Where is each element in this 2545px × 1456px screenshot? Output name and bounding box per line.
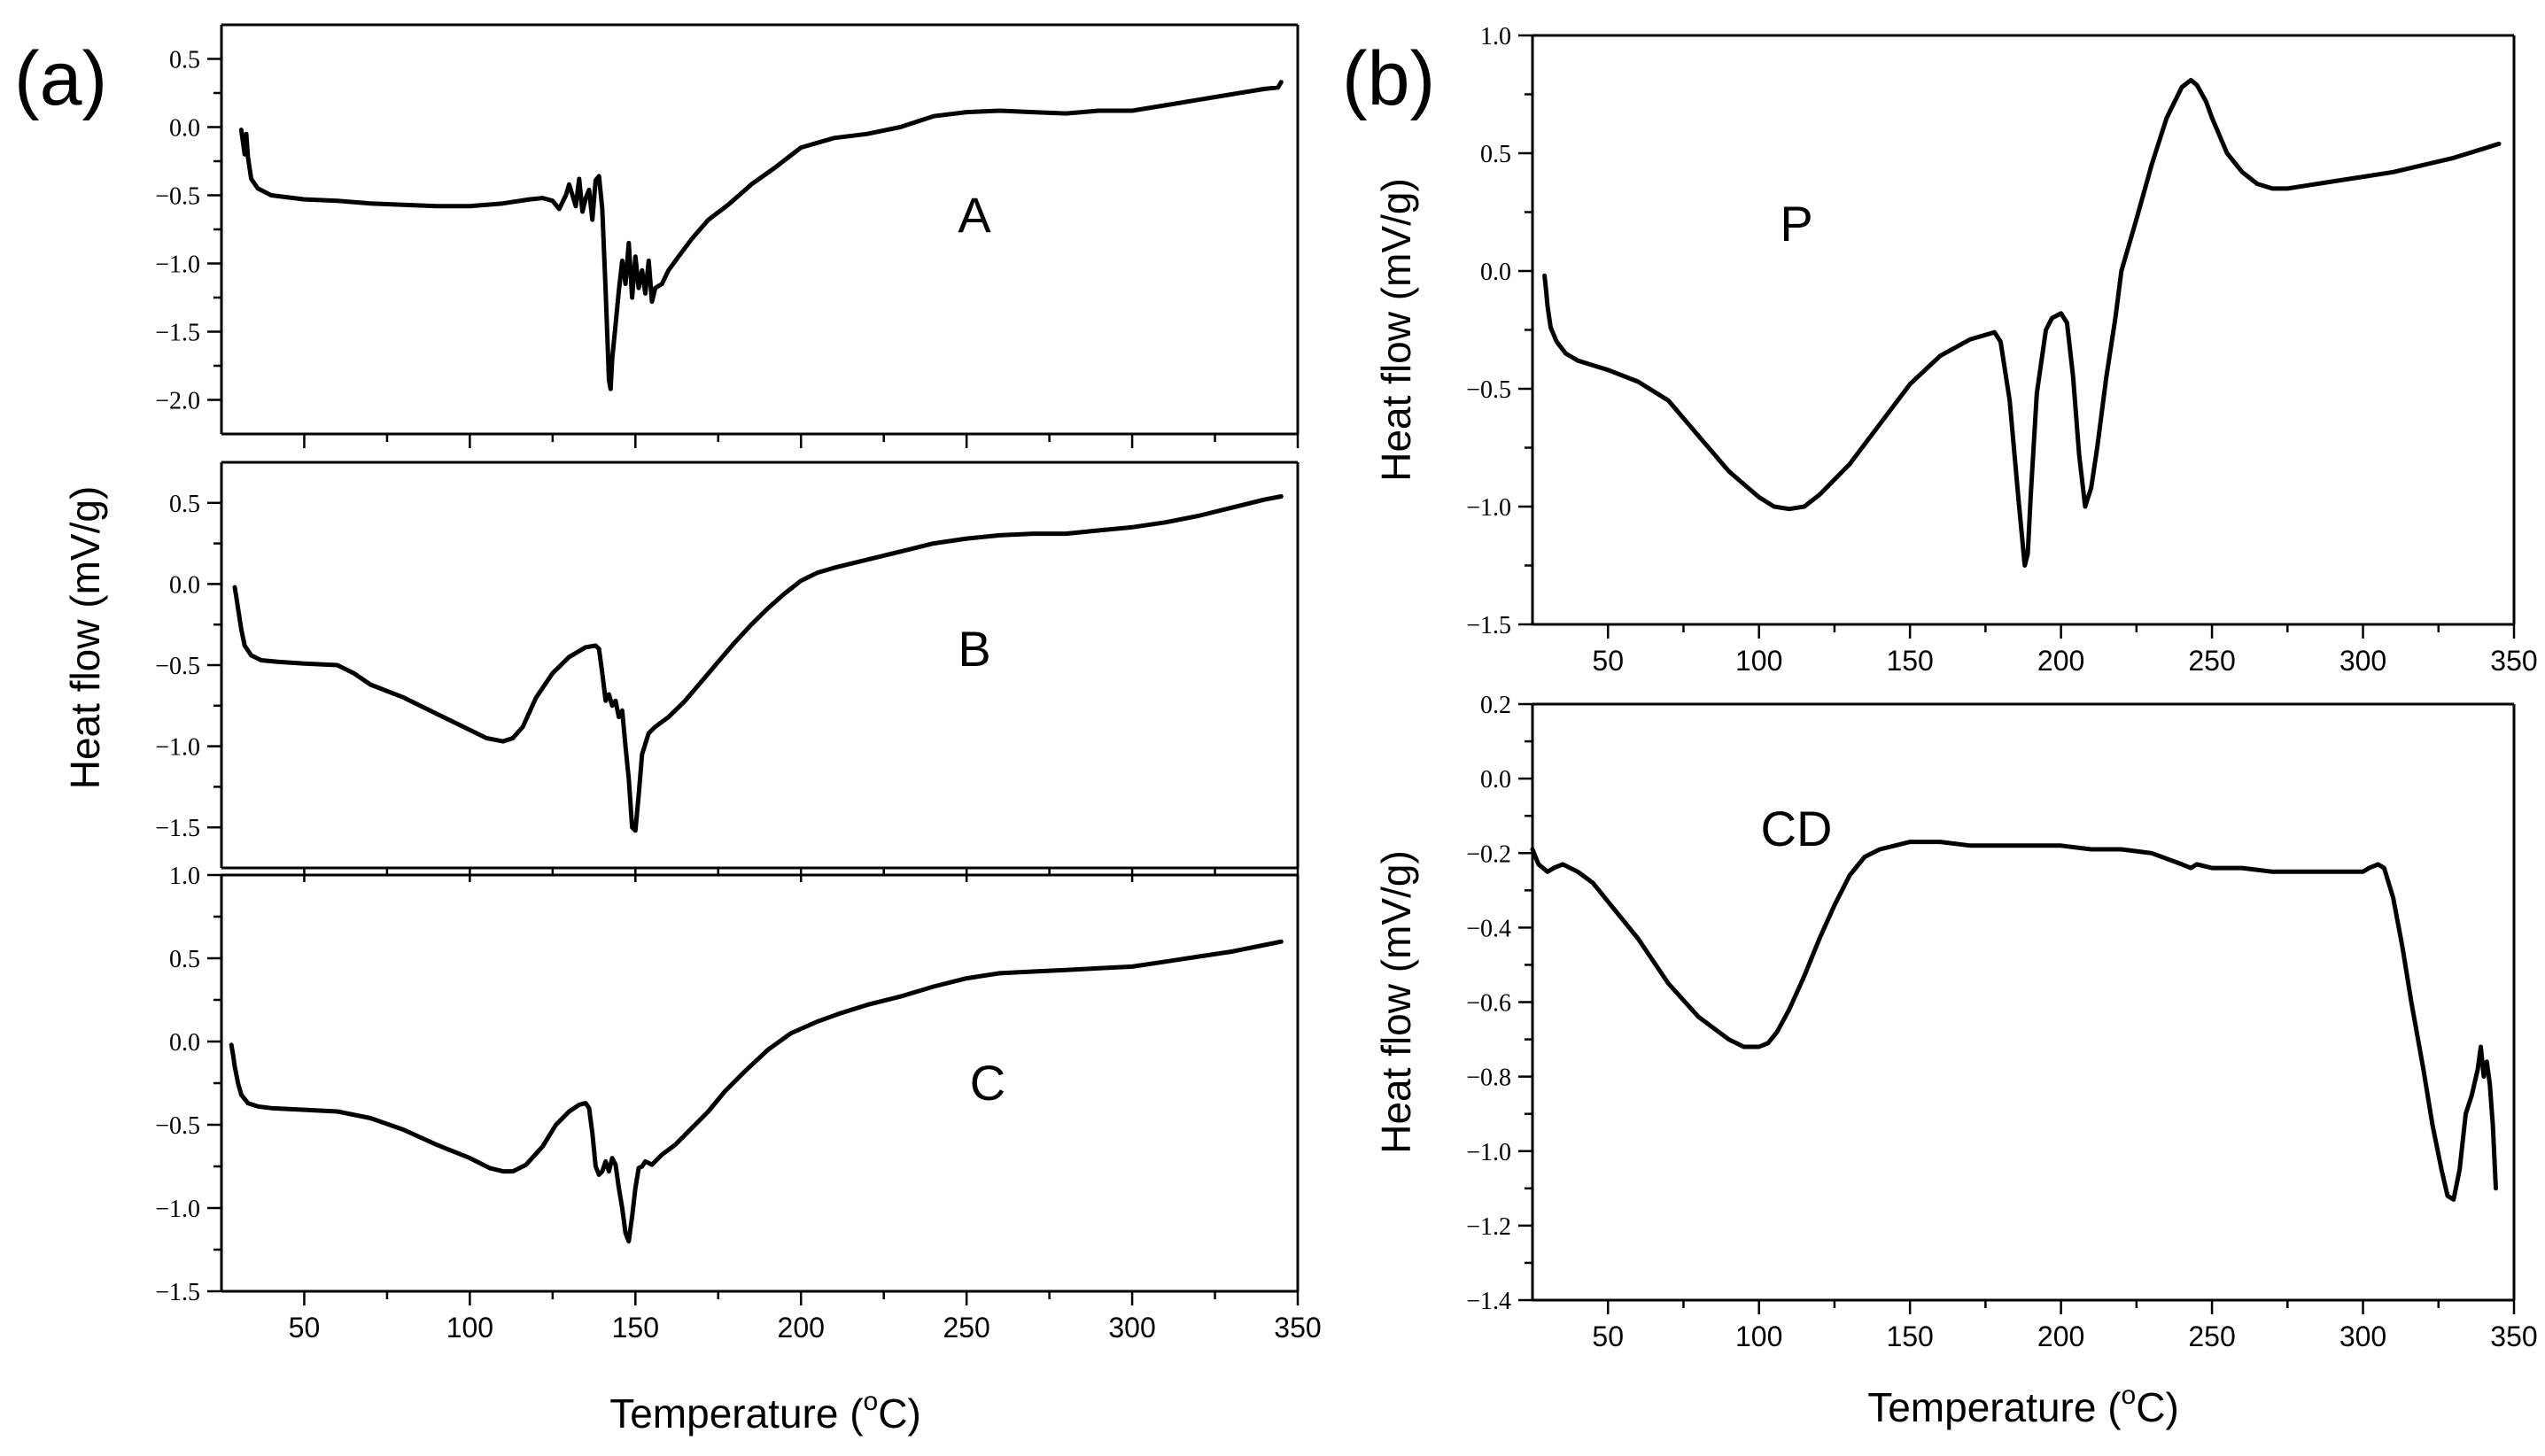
x-tick-label: 350 (2490, 645, 2537, 677)
x-tick-label: 50 (1592, 1320, 1624, 1352)
curve-label: A (958, 187, 991, 243)
x-title-unit: C) (878, 1390, 921, 1437)
y-tick-label: 0.5 (169, 946, 200, 973)
y-tick-label: −0.5 (1466, 376, 1511, 404)
series-line-P (1542, 78, 2502, 568)
y-tick-label: −1.4 (1466, 1288, 1511, 1315)
y-tick-label: −0.5 (155, 653, 200, 680)
x-tick-label: 50 (1592, 645, 1624, 677)
y-tick-label: −2.0 (155, 388, 200, 415)
x-title-degree-b: o (2122, 1381, 2137, 1410)
curve-label: CD (1761, 801, 1833, 856)
x-tick-label: 200 (778, 1312, 825, 1344)
x-title-main: Temperature ( (609, 1390, 864, 1437)
y-tick-label: 0.0 (1480, 766, 1511, 794)
chart-a-curve-A: −2.0 −1.5 −1.0 −0.5 0.0 0.5 A (155, 23, 1300, 448)
x-tick-label: 250 (2188, 1320, 2235, 1352)
y-tick-label: 0.5 (169, 491, 200, 518)
x-tick-label: 150 (1886, 1320, 1933, 1352)
panel-b-x-axis-title: Temperature (oC) (1867, 1381, 2179, 1430)
x-tick-label: 100 (446, 1312, 493, 1344)
series-line-B (232, 494, 1284, 833)
x-tick-label: 150 (612, 1312, 659, 1344)
x-tick-label: 250 (943, 1312, 989, 1344)
x-title-degree: o (864, 1387, 879, 1416)
x-tick-label: 250 (2188, 645, 2235, 677)
y-tick-label: 1.0 (1480, 23, 1511, 50)
y-tick-label: −1.2 (1466, 1213, 1511, 1241)
panel-b-tag: (b) (1342, 36, 1435, 121)
x-title-main-b: Temperature ( (1867, 1384, 2122, 1430)
x-tick-label: 300 (2339, 645, 2386, 677)
y-tick-label: −0.4 (1466, 915, 1511, 942)
y-tick-label: −0.5 (155, 1112, 200, 1140)
x-tick-label: 100 (1735, 1320, 1782, 1352)
series-line-C (229, 939, 1284, 1244)
y-tick-label: 0.5 (169, 47, 200, 74)
y-tick-label: −1.0 (1466, 494, 1511, 522)
x-tick-label: 50 (289, 1312, 321, 1344)
x-tick-label: 100 (1735, 645, 1782, 677)
y-tick-label: 0.0 (169, 571, 200, 599)
chart-b-curve-P: −1.5 −1.0 −0.5 0.0 0.5 1.0 50 100 150 200 250 300 35… (1373, 23, 2538, 677)
chart-a-curve-B: −1.5 −1.0 −0.5 0.0 0.5 B (155, 461, 1300, 882)
curve-label: P (1780, 196, 1812, 252)
series-line-CD (1530, 840, 2498, 1202)
y-axis-title: Heat flow (mV/g) (1373, 850, 1419, 1154)
y-tick-label: −1.5 (1466, 612, 1511, 639)
x-tick-label: 300 (1108, 1312, 1155, 1344)
y-tick-label: −1.5 (155, 1279, 200, 1306)
y-tick-label: −1.0 (1466, 1139, 1511, 1166)
y-tick-label: −0.2 (1466, 840, 1511, 868)
y-tick-label: 0.5 (1480, 141, 1511, 168)
y-tick-label: −0.6 (1466, 990, 1511, 1018)
x-tick-label: 350 (1274, 1312, 1321, 1344)
x-tick-label: 200 (2037, 645, 2084, 677)
y-tick-label: −1.0 (155, 1196, 200, 1223)
panel-a-tag: (a) (14, 36, 107, 121)
y-tick-label: 0.0 (1480, 259, 1511, 286)
y-tick-label: 0.0 (169, 115, 200, 143)
chart-b-curve-CD: −1.4 −1.2 −1.0 −0.8 −0.6 −0.4 −0.2 0.0 0.2 50 100 1… (1373, 692, 2538, 1352)
panel-a-x-axis-title: Temperature (oC) (609, 1387, 921, 1437)
x-tick-label: 200 (2037, 1320, 2084, 1352)
curve-label: B (958, 621, 990, 677)
y-axis-title: Heat flow (mV/g) (1373, 178, 1419, 482)
chart-a-curve-C: −1.5 −1.0 −0.5 0.0 0.5 1.0 50 100 150 200 250 300 35… (155, 863, 1321, 1344)
y-tick-label: −1.0 (155, 252, 200, 279)
y-tick-label: 1.0 (169, 863, 200, 890)
y-tick-label: −1.5 (155, 320, 200, 347)
y-tick-label: 0.2 (1480, 692, 1511, 719)
curve-label: C (970, 1055, 1005, 1111)
x-tick-label: 350 (2490, 1320, 2537, 1352)
x-tick-label: 150 (1886, 645, 1933, 677)
y-tick-label: −1.0 (155, 734, 200, 762)
series-line-A (238, 80, 1284, 391)
y-tick-label: −0.8 (1466, 1065, 1511, 1092)
y-tick-label: −1.5 (155, 815, 200, 842)
x-tick-label: 300 (2339, 1320, 2386, 1352)
y-tick-label: −0.5 (155, 183, 200, 211)
panel-a-y-axis-title: Heat flow (mV/g) (62, 486, 108, 790)
y-tick-label: 0.0 (169, 1029, 200, 1057)
x-title-unit-b: C) (2136, 1384, 2179, 1430)
